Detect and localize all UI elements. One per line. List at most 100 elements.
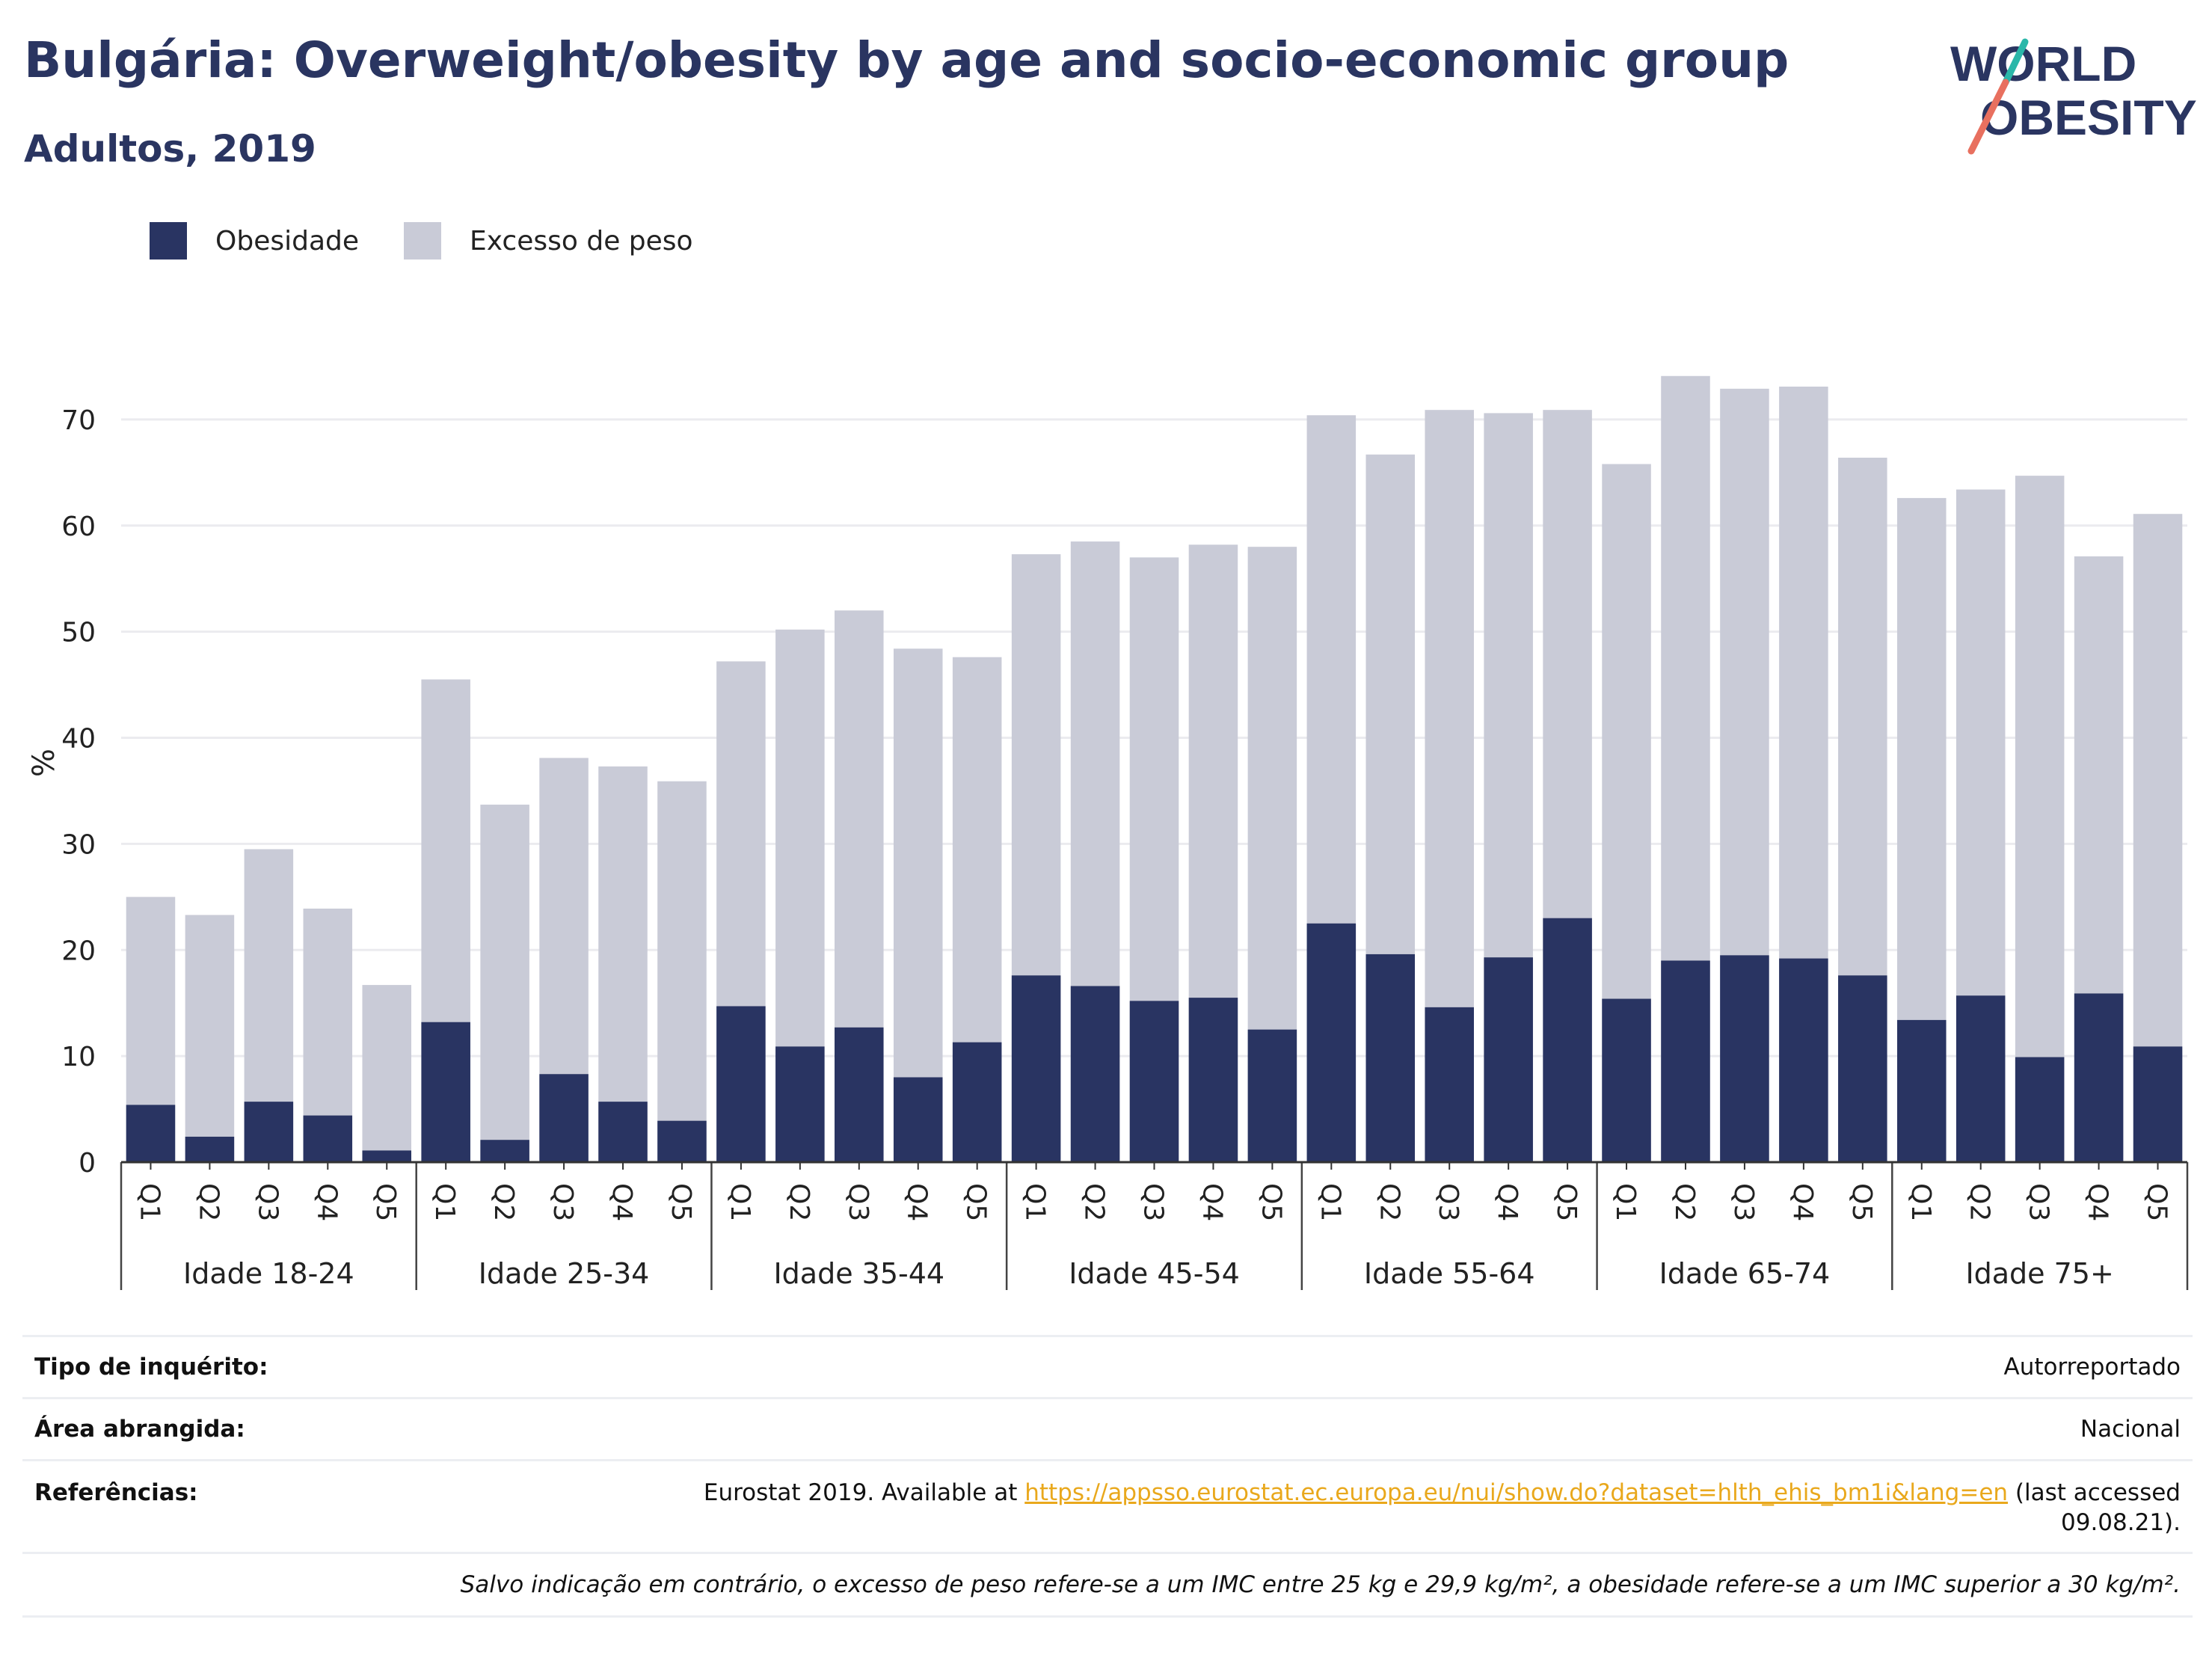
references-prefix: Eurostat 2019. Available at [703, 1479, 1025, 1506]
x-tick-label: Q5 [961, 1183, 992, 1221]
bar-obesidade [244, 1102, 294, 1162]
x-tick-label: Q5 [2142, 1183, 2172, 1221]
y-tick-label: 40 [61, 724, 96, 755]
references-label: Referências: [34, 1479, 198, 1506]
logo-coral-stroke [1967, 79, 2009, 155]
survey-type-value: Autorreportado [2003, 1354, 2181, 1381]
x-tick-label: Q4 [1492, 1183, 1523, 1221]
survey-type-label: Tipo de inquérito: [34, 1354, 268, 1381]
bar-excesso-de-peso [362, 985, 412, 1162]
x-tick-label: Q4 [902, 1183, 933, 1221]
references-link[interactable]: https://appsso.eurostat.ec.europa.eu/nui… [1024, 1479, 2009, 1506]
bar-obesidade [893, 1077, 943, 1162]
y-axis-label: % [27, 749, 61, 777]
group-label: Idade 65-74 [1659, 1257, 1831, 1290]
references-date: 09.08.21). [2061, 1509, 2181, 1536]
legend-item-obesidade[interactable]: Obesidade [150, 222, 359, 260]
legend-label-obesidade: Obesidade [215, 225, 360, 257]
bar-excesso-de-peso [480, 804, 529, 1162]
bar-obesidade [480, 1140, 529, 1162]
bar-excesso-de-peso [657, 781, 707, 1162]
bar-obesidade [598, 1102, 648, 1162]
references-suffix: (last accessed [2008, 1479, 2181, 1506]
bar-obesidade [2074, 993, 2124, 1162]
x-tick-label: Q2 [1079, 1183, 1110, 1221]
bar-obesidade [539, 1074, 589, 1162]
legend-label-excesso-de-peso: Excesso de peso [470, 225, 693, 257]
area-value: Nacional [2080, 1416, 2181, 1443]
group-label: Idade 55-64 [1364, 1257, 1535, 1290]
bar-obesidade [2133, 1046, 2183, 1162]
x-tick-label: Q5 [666, 1183, 696, 1221]
bar-obesidade [716, 1006, 766, 1162]
references-value: Eurostat 2019. Available at https://apps… [22, 1478, 2193, 1538]
y-tick-label: 60 [61, 512, 96, 542]
bar-obesidade [1188, 998, 1238, 1162]
area-label: Área abrangida: [34, 1416, 245, 1443]
x-tick-label: Q2 [1669, 1183, 1700, 1221]
x-tick-label: Q1 [1020, 1183, 1051, 1221]
x-tick-label: Q1 [1315, 1183, 1345, 1221]
bar-obesidade [1011, 975, 1061, 1162]
bar-obesidade [1365, 954, 1416, 1162]
bar-obesidade [2015, 1057, 2065, 1162]
x-tick-label: Q4 [311, 1183, 342, 1221]
info-table: Tipo de inquérito: Autorreportado Área a… [22, 1335, 2193, 1618]
legend-swatch-excesso-de-peso [404, 222, 442, 260]
info-row-area: Área abrangida: Nacional [22, 1397, 2193, 1459]
group-label: Idade 25-34 [479, 1257, 650, 1290]
group-label: Idade 45-54 [1069, 1257, 1240, 1290]
group-label: Idade 18-24 [183, 1257, 354, 1290]
x-tick-label: Q3 [547, 1183, 578, 1221]
x-tick-label: Q4 [2083, 1183, 2113, 1221]
logo-line1: WORLD [1950, 36, 2136, 91]
y-tick-label: 70 [61, 405, 96, 436]
bar-obesidade [126, 1105, 176, 1162]
x-tick-label: Q5 [1551, 1183, 1582, 1221]
y-tick-label: 30 [61, 829, 96, 860]
legend-item-excesso-de-peso[interactable]: Excesso de peso [404, 222, 693, 260]
bar-obesidade [421, 1022, 470, 1162]
definition-note: Salvo indicação em contrário, o excesso … [460, 1571, 2181, 1598]
bar-obesidade [1543, 918, 1592, 1162]
bar-excesso-de-peso [185, 915, 235, 1162]
bar-obesidade [1779, 958, 1828, 1162]
group-label: Idade 35-44 [773, 1257, 944, 1290]
legend: Obesidade Excesso de peso [150, 220, 738, 262]
x-tick-label: Q3 [2024, 1183, 2054, 1221]
y-tick-label: 20 [61, 936, 96, 966]
x-tick-label: Q1 [725, 1183, 755, 1221]
bar-chart: 0 10 20 30 40 50 60 70% Q1 Q2 Q3 Q4 Q5 Idade 18-24 Q1 Q… [27, 375, 2189, 1290]
bar-obesidade [1129, 1001, 1179, 1162]
bar-excesso-de-peso [2015, 476, 2065, 1162]
x-tick-label: Q2 [193, 1183, 224, 1221]
logo-teal-stroke [2002, 38, 2029, 86]
info-row-note: Salvo indicação em contrário, o excesso … [22, 1552, 2193, 1618]
bar-obesidade [1484, 957, 1533, 1162]
x-tick-label: Q5 [370, 1183, 401, 1221]
x-tick-label: Q2 [488, 1183, 519, 1221]
bar-obesidade [1247, 1029, 1297, 1162]
x-tick-label: Q3 [1728, 1183, 1759, 1221]
x-tick-label: Q4 [1787, 1183, 1818, 1221]
bar-obesidade [775, 1046, 825, 1162]
bar-obesidade [1720, 955, 1769, 1162]
x-tick-label: Q1 [1610, 1183, 1641, 1221]
x-tick-label: Q1 [429, 1183, 460, 1221]
x-tick-label: Q2 [784, 1183, 814, 1221]
world-obesity-logo: WORLD OBESITY [1950, 36, 2197, 155]
x-tick-label: Q3 [252, 1183, 283, 1221]
bar-obesidade [1896, 1019, 1947, 1162]
x-tick-label: Q3 [1138, 1183, 1169, 1221]
x-tick-label: Q3 [1433, 1183, 1463, 1221]
bar-excesso-de-peso [893, 648, 943, 1162]
bar-obesidade [1070, 986, 1120, 1162]
bar-obesidade [303, 1115, 353, 1162]
x-tick-label: Q4 [1196, 1183, 1227, 1221]
info-row-survey: Tipo de inquérito: Autorreportado [22, 1335, 2193, 1397]
bar-obesidade [835, 1027, 884, 1162]
bar-obesidade [1838, 975, 1887, 1162]
bar-obesidade [952, 1042, 1002, 1162]
bar-obesidade [1602, 998, 1651, 1162]
logo-line2: OBESITY [1980, 90, 2197, 145]
